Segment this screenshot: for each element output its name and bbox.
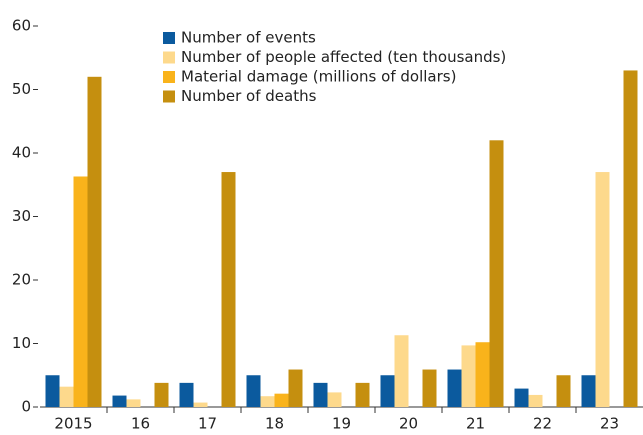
bar (112, 395, 127, 407)
bar (623, 70, 638, 407)
bar (380, 375, 395, 407)
x-tick-label: 23 (600, 415, 619, 433)
x-tick-label: 16 (131, 415, 150, 433)
bar (288, 369, 303, 407)
y-tick-label: 0 (21, 398, 31, 416)
legend-label: Number of events (181, 29, 316, 47)
legend-swatch (163, 71, 175, 83)
bar (221, 172, 236, 407)
x-tick-label: 20 (399, 415, 418, 433)
bar (595, 172, 610, 407)
bar (260, 396, 275, 407)
legend-label: Material damage (millions of dollars) (181, 68, 456, 86)
bar (179, 382, 194, 407)
bar (126, 399, 141, 407)
x-tick-label: 21 (466, 415, 485, 433)
bar (581, 375, 596, 407)
y-tick-label: 20 (12, 271, 31, 289)
bar (556, 375, 571, 407)
legend-label: Number of people affected (ten thousands… (181, 48, 506, 66)
bar (327, 392, 342, 407)
y-tick-label: 50 (12, 80, 31, 98)
bar (73, 176, 88, 407)
bar (87, 76, 102, 408)
y-tick-label: 60 (12, 17, 31, 35)
bar (355, 382, 370, 407)
bar (447, 369, 462, 407)
legend-label: Number of deaths (181, 87, 317, 105)
bar (246, 375, 261, 407)
x-tick-label: 19 (332, 415, 351, 433)
x-tick-label: 2015 (54, 415, 92, 433)
y-tick-label: 40 (12, 144, 31, 162)
bar (461, 345, 476, 407)
bar (489, 140, 504, 408)
bar (514, 388, 529, 407)
bar (154, 382, 169, 407)
bar (394, 335, 409, 407)
y-tick-label: 30 (12, 207, 31, 225)
x-tick-label: 18 (265, 415, 284, 433)
x-tick-label: 17 (198, 415, 217, 433)
y-tick-label: 10 (12, 334, 31, 352)
bar (422, 369, 437, 407)
legend-swatch (163, 51, 175, 64)
bar (475, 342, 490, 407)
legend-swatch (163, 90, 175, 103)
bar (528, 394, 543, 407)
bar (193, 402, 208, 407)
bar (313, 382, 328, 407)
bar (45, 375, 60, 407)
bar (274, 393, 289, 407)
x-tick-label: 22 (533, 415, 552, 433)
bar (59, 386, 74, 407)
legend-swatch (163, 32, 175, 44)
